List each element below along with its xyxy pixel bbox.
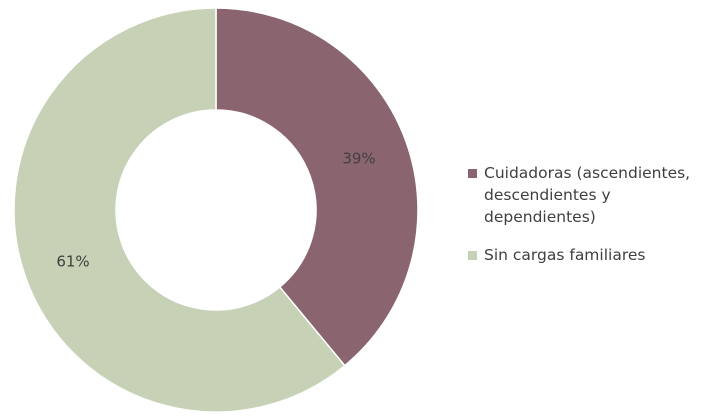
legend-item-sin-cargas[interactable]: Sin cargas familiares xyxy=(468,244,718,266)
legend-item-cuidadoras[interactable]: Cuidadoras (ascendientes, descendientes … xyxy=(468,162,718,228)
legend-swatch-cuidadoras xyxy=(468,169,477,178)
slice-sin-cargas[interactable] xyxy=(13,7,346,413)
slice-cuidadoras[interactable] xyxy=(215,7,419,367)
legend-swatch-sin-cargas xyxy=(468,251,477,260)
legend-label-cuidadoras: Cuidadoras (ascendientes, descendientes … xyxy=(484,164,691,226)
data-label-sin-cargas: 61% xyxy=(56,252,89,270)
legend: Cuidadoras (ascendientes, descendientes … xyxy=(468,162,718,266)
data-label-cuidadoras: 39% xyxy=(342,150,375,168)
legend-label-sin-cargas: Sin cargas familiares xyxy=(484,246,646,264)
